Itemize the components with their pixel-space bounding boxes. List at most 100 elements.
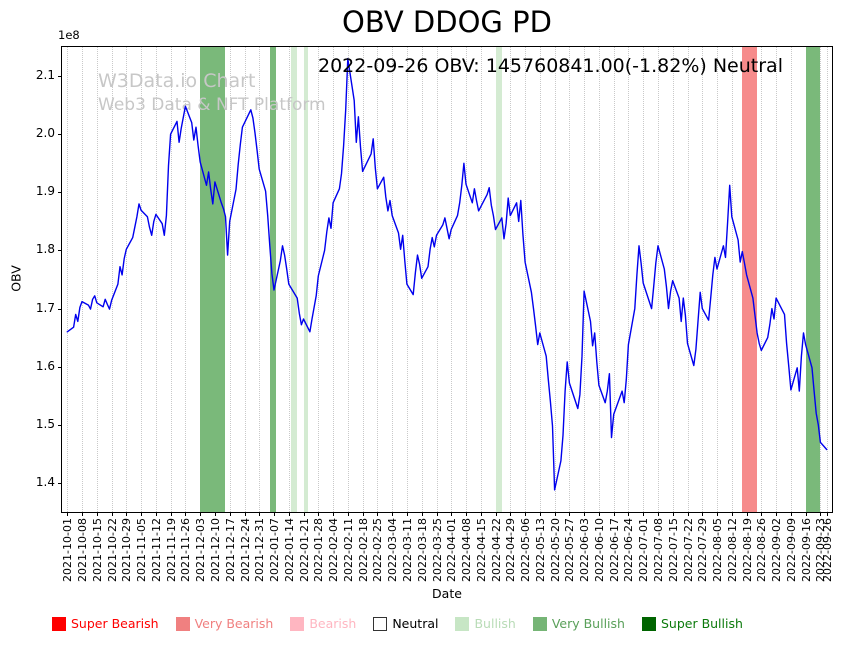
legend-label-bearish: Bearish (309, 616, 357, 631)
x-tick-label: 2022-09-02 (770, 518, 784, 582)
x-tick-mark (510, 512, 512, 516)
x-gridline (111, 47, 113, 512)
legend-label-neutral: Neutral (392, 616, 439, 631)
y-tick-label: 1.9 (35, 184, 55, 199)
x-tick-label: 2022-02-04 (327, 518, 341, 582)
legend-item-bearish: Bearish (290, 616, 356, 631)
x-tick-mark (155, 512, 157, 516)
x-gridline (598, 47, 600, 512)
x-tick-mark (672, 512, 674, 516)
x-tick-label: 2022-01-21 (297, 518, 311, 582)
x-tick-label: 2022-05-06 (519, 518, 533, 582)
x-tick-label: 2022-08-26 (755, 518, 769, 582)
x-gridline (259, 47, 261, 512)
x-tick-mark (244, 512, 246, 516)
plot-area: W3Data.io Chart Web3 Data & NFT Platform… (62, 47, 832, 512)
x-tick-label: 2022-03-25 (430, 518, 444, 582)
y-tick-label: 1.7 (35, 300, 55, 315)
legend-swatch-bullish (455, 616, 470, 631)
x-tick-label: 2022-07-22 (681, 518, 695, 582)
signal-band-bullish (495, 47, 502, 512)
x-tick-mark (584, 512, 586, 516)
x-gridline (347, 47, 349, 512)
x-tick-mark (377, 512, 379, 516)
signal-band-very-bullish (805, 47, 821, 512)
x-tick-label: 2022-04-15 (474, 518, 488, 582)
x-tick-mark (805, 512, 807, 516)
x-tick-mark (82, 512, 83, 516)
x-tick-label: 2021-12-10 (208, 518, 222, 582)
y-tick-mark (58, 424, 62, 426)
x-tick-label: 2022-09-16 (799, 518, 813, 582)
x-gridline (155, 47, 157, 512)
x-tick-label: 2022-05-13 (533, 518, 547, 582)
watermark: W3Data.io Chart Web3 Data & NFT Platform (98, 69, 326, 116)
x-gridline (392, 47, 394, 512)
x-tick-label: 2022-06-24 (622, 518, 636, 582)
x-tick-label: 2021-12-17 (223, 518, 237, 582)
y-tick-mark (58, 76, 62, 78)
legend-label-super-bearish: Super Bearish (71, 616, 159, 631)
legend-item-super-bullish: Super Bullish (641, 616, 743, 631)
x-gridline (141, 47, 143, 512)
x-gridline (539, 47, 541, 512)
x-gridline (790, 47, 792, 512)
legend-item-neutral: Neutral (373, 616, 438, 631)
x-tick-mark (126, 512, 128, 516)
x-tick-label: 2021-12-24 (238, 518, 252, 582)
x-gridline (451, 47, 453, 512)
x-tick-label: 2021-12-03 (194, 518, 208, 582)
x-tick-mark (569, 512, 571, 516)
x-tick-label: 2021-11-05 (135, 518, 149, 582)
obv-annotation: 2022-09-26 OBV: 145760841.00(-1.82%) Neu… (318, 55, 783, 77)
x-tick-mark (466, 512, 467, 516)
x-gridline (406, 47, 408, 512)
x-gridline (288, 47, 290, 512)
x-gridline (554, 47, 556, 512)
x-gridline (731, 47, 733, 512)
x-tick-label: 2022-02-11 (341, 518, 355, 582)
x-tick-mark (480, 512, 482, 516)
x-gridline (658, 47, 659, 512)
legend: Super Bearish Very Bearish Bearish Neutral B… (52, 616, 743, 631)
x-tick-mark (746, 512, 748, 516)
x-gridline (702, 47, 704, 512)
x-tick-mark (303, 512, 305, 516)
x-tick-mark (288, 512, 290, 516)
x-tick-label: 2022-07-01 (637, 518, 651, 582)
x-gridline (126, 47, 128, 512)
x-tick-label: 2022-06-03 (578, 518, 592, 582)
y-tick-mark (58, 308, 62, 310)
x-tick-mark (274, 512, 275, 516)
x-tick-label: 2022-04-01 (445, 518, 459, 582)
x-gridline (333, 47, 335, 512)
x-tick-mark (776, 512, 778, 516)
legend-swatch-bearish (290, 616, 305, 631)
signal-band-very-bearish (742, 47, 758, 512)
x-tick-mark (643, 512, 645, 516)
x-tick-label: 2022-02-18 (356, 518, 370, 582)
legend-label-very-bearish: Very Bearish (194, 616, 274, 631)
x-gridline (643, 47, 645, 512)
legend-swatch-very-bearish (175, 616, 190, 631)
signal-band-bullish (290, 47, 298, 512)
x-tick-mark (495, 512, 497, 516)
x-tick-label: 2022-06-10 (592, 518, 606, 582)
x-tick-label: 2022-09-09 (784, 518, 798, 582)
y-tick-label: 1.6 (35, 358, 55, 373)
y-axis-label: OBV (8, 265, 24, 292)
x-tick-mark (318, 512, 320, 516)
x-tick-label: 2021-11-19 (164, 518, 178, 582)
x-gridline (672, 47, 674, 512)
y-tick-label: 2.1 (35, 68, 55, 83)
x-tick-mark (170, 512, 172, 516)
legend-item-very-bullish: Very Bullish (532, 616, 625, 631)
x-gridline (717, 47, 718, 512)
watermark-line2: Web3 Data & NFT Platform (98, 94, 326, 115)
x-tick-label: 2022-06-17 (607, 518, 621, 582)
x-tick-label: 2022-01-28 (312, 518, 326, 582)
watermark-line1: W3Data.io Chart (98, 70, 256, 92)
x-tick-label: 2022-05-20 (548, 518, 562, 582)
x-tick-label: 2022-02-25 (371, 518, 385, 582)
